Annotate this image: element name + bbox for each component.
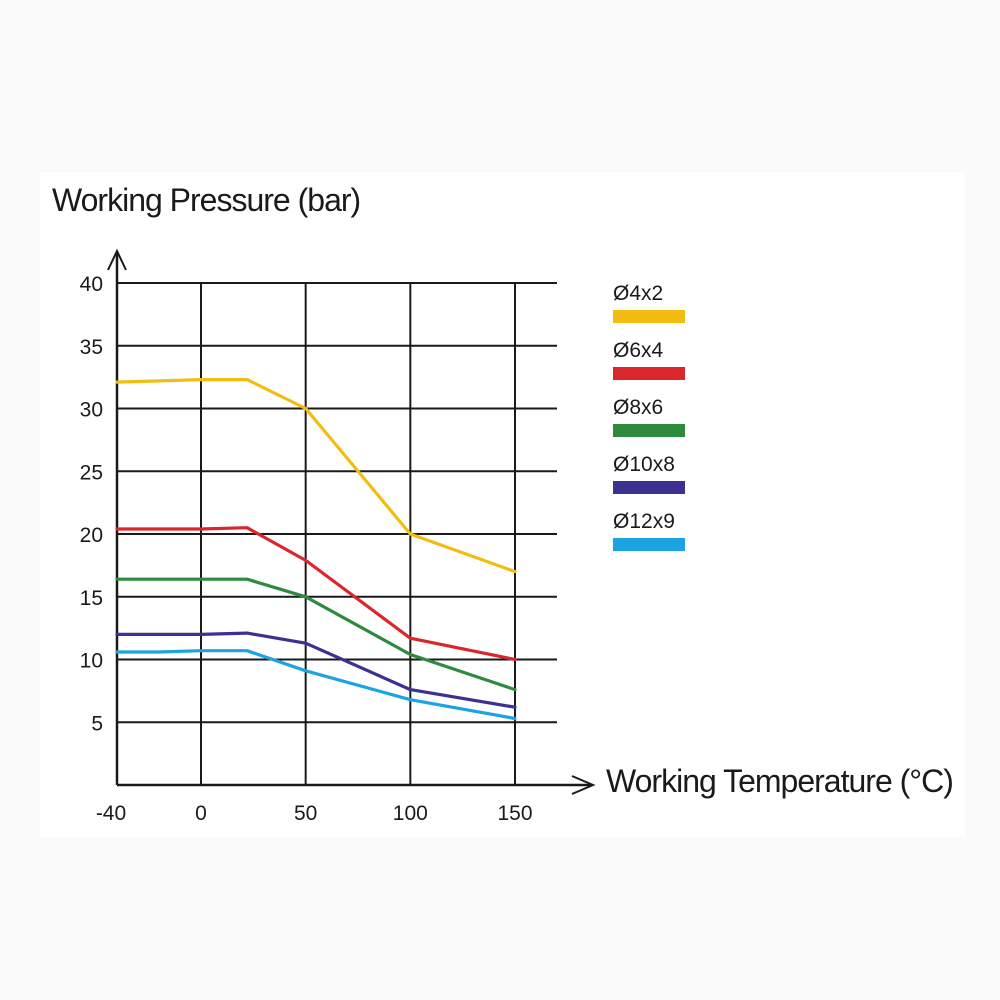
axes — [107, 248, 596, 795]
legend-label: Ø8x6 — [613, 396, 664, 419]
legend-label: Ø12x9 — [613, 510, 675, 533]
y-tick-label: 20 — [80, 524, 103, 547]
x-tick-label: -40 — [96, 802, 126, 825]
series-line-1 — [115, 526, 517, 662]
y-axis-arrow — [107, 248, 127, 271]
legend-label: Ø10x8 — [613, 453, 675, 476]
y-tick-label: 30 — [80, 399, 103, 422]
x-tick-label: 0 — [195, 802, 207, 825]
y-tick-label: 35 — [80, 336, 103, 359]
x-tick-label: 50 — [294, 802, 317, 825]
legend: Ø4x2 Ø6x4 Ø8x6 Ø10x8 Ø12x9 — [613, 282, 685, 567]
series-lines — [115, 378, 517, 721]
y-tick-label: 40 — [80, 273, 103, 296]
legend-item: Ø4x2 — [613, 282, 685, 339]
grid — [117, 282, 557, 785]
legend-swatch — [613, 538, 685, 551]
y-tick-label: 25 — [80, 461, 103, 484]
y-axis-title: Working Pressure (bar) — [52, 182, 361, 218]
legend-label: Ø4x2 — [613, 282, 664, 305]
x-axis-title: Working Temperature (°C) — [606, 763, 954, 799]
x-tick-label: 150 — [497, 802, 532, 825]
legend-item: Ø6x4 — [613, 339, 685, 396]
legend-label: Ø6x4 — [613, 339, 664, 362]
series-line-2 — [115, 577, 517, 692]
y-tick-label: 5 — [91, 712, 103, 735]
series-line-0 — [115, 378, 517, 574]
series-line-3 — [115, 631, 517, 709]
x-axis-arrow — [571, 775, 596, 795]
legend-item: Ø8x6 — [613, 396, 685, 453]
legend-swatch — [613, 367, 685, 380]
y-tick-label: 15 — [80, 587, 103, 610]
x-tick-label: 100 — [393, 802, 428, 825]
y-tick-label: 10 — [80, 650, 103, 673]
legend-swatch — [613, 424, 685, 437]
legend-swatch — [613, 481, 685, 494]
tick-labels: 5 10 15 20 25 30 35 40 -40 0 50 100 150 — [80, 273, 533, 825]
legend-swatch — [613, 310, 685, 323]
legend-item: Ø12x9 — [613, 510, 685, 567]
series-line-4 — [115, 649, 517, 721]
legend-item: Ø10x8 — [613, 453, 685, 510]
